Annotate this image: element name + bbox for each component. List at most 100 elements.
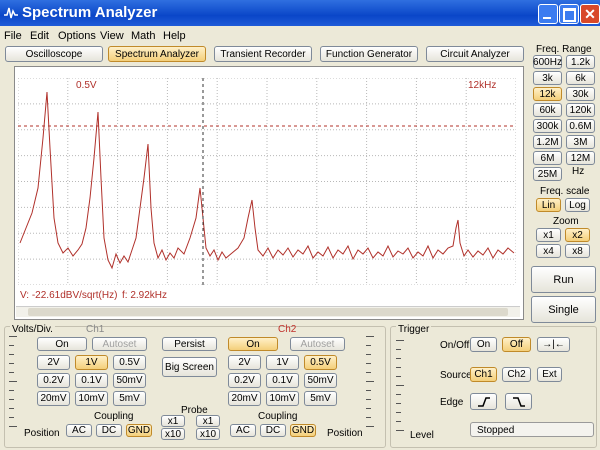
button[interactable]: Ch1 — [470, 367, 497, 382]
button[interactable]: 20mV — [228, 391, 261, 406]
button[interactable]: Log — [565, 198, 590, 212]
menu-item: Options — [58, 30, 96, 42]
button[interactable]: AC — [230, 424, 256, 437]
button[interactable]: On — [470, 337, 497, 352]
button[interactable]: x8 — [565, 244, 590, 258]
window-title: Spectrum Analyzer — [22, 4, 158, 21]
button[interactable]: 3M — [566, 135, 595, 149]
button[interactable]: x10 — [161, 428, 185, 440]
button[interactable]: On — [228, 337, 278, 351]
scale-tick — [9, 417, 14, 418]
scale-tick — [396, 403, 401, 404]
channel-label: Ch1 — [86, 324, 105, 335]
button[interactable]: 50mV — [113, 373, 146, 388]
button[interactable]: 2V — [228, 355, 261, 370]
button[interactable]: 30k — [566, 87, 595, 101]
button[interactable]: 0.1V — [75, 373, 108, 388]
button[interactable]: x4 — [536, 244, 561, 258]
scale-tick — [366, 408, 371, 409]
button[interactable]: 5mV — [304, 391, 337, 406]
title-bar — [0, 0, 600, 26]
frequency-label: 12kHz — [468, 80, 497, 91]
minimize-button[interactable] — [538, 4, 558, 24]
button[interactable]: Spectrum Analyzer — [108, 46, 206, 62]
button[interactable]: 25M — [533, 167, 562, 181]
scrollbar[interactable] — [16, 306, 520, 317]
scale-tick — [366, 426, 374, 427]
button[interactable]: 6M — [533, 151, 562, 165]
button[interactable]: 0.5V — [304, 355, 337, 370]
button[interactable]: Ch2 — [502, 367, 531, 382]
scale-tick — [9, 372, 14, 373]
button[interactable]: On — [37, 337, 87, 351]
button[interactable]: 10mV — [75, 391, 108, 406]
button[interactable]: 0.5V — [113, 355, 146, 370]
spectrum-trace — [19, 91, 515, 270]
scale-tick — [9, 381, 17, 382]
button[interactable]: 0.6M — [566, 119, 595, 133]
button[interactable]: 600Hz — [533, 55, 562, 69]
scale-tick — [396, 367, 401, 368]
scale-tick — [9, 336, 17, 337]
button[interactable]: Function Generator — [320, 46, 418, 62]
button[interactable]: Big Screen — [162, 357, 217, 377]
coupling-title: Coupling — [94, 411, 134, 422]
button[interactable]: 50mV — [304, 373, 337, 388]
button[interactable]: Autoset — [290, 337, 345, 351]
button[interactable]: x1 — [536, 228, 561, 242]
button[interactable]: 6k — [566, 71, 595, 85]
button[interactable]: Persist — [162, 337, 217, 351]
button[interactable]: 1V — [266, 355, 299, 370]
button[interactable]: Run — [531, 266, 596, 293]
button[interactable]: Ext — [537, 367, 562, 382]
button[interactable]: 1.2M — [533, 135, 562, 149]
button[interactable]: 3k — [533, 71, 562, 85]
button[interactable]: 1.2k — [566, 55, 595, 69]
edge-button[interactable] — [470, 393, 497, 410]
button[interactable]: Oscilloscope — [5, 46, 103, 62]
scale-tick — [396, 340, 404, 341]
button[interactable]: Lin — [536, 198, 561, 212]
button[interactable]: 300k — [533, 119, 562, 133]
coupling-title: Coupling — [258, 411, 298, 422]
button[interactable]: 60k — [533, 103, 562, 117]
button[interactable]: 0.1V — [266, 373, 299, 388]
menu-item: Help — [163, 30, 186, 42]
scale-tick — [396, 412, 401, 413]
button[interactable]: 20mV — [37, 391, 70, 406]
button[interactable]: →|← — [537, 337, 570, 352]
button[interactable]: 2V — [37, 355, 70, 370]
button[interactable]: 0.2V — [228, 373, 261, 388]
button[interactable]: x1 — [161, 415, 185, 427]
close-button[interactable]: ✕ — [580, 4, 600, 24]
button[interactable]: GND — [290, 424, 316, 437]
button[interactable]: 5mV — [113, 391, 146, 406]
button[interactable]: x10 — [196, 428, 220, 440]
button[interactable]: DC — [260, 424, 286, 437]
button[interactable]: AC — [66, 424, 92, 437]
button[interactable]: DC — [96, 424, 122, 437]
button[interactable]: 0.2V — [37, 373, 70, 388]
group-title: Volts/Div. — [10, 324, 55, 335]
maximize-button[interactable] — [559, 4, 579, 24]
button[interactable]: 12k — [533, 87, 562, 101]
button[interactable]: GND — [126, 424, 152, 437]
scale-tick — [366, 372, 371, 373]
button[interactable]: Autoset — [92, 337, 147, 351]
plot — [18, 78, 516, 285]
scale-tick — [366, 417, 371, 418]
scale-tick — [396, 385, 404, 386]
button[interactable]: Single — [531, 296, 596, 323]
button[interactable]: x1 — [196, 415, 220, 427]
button[interactable]: x2 — [565, 228, 590, 242]
edge-button[interactable] — [505, 393, 532, 410]
button[interactable]: 1V — [75, 355, 108, 370]
button[interactable]: Circuit Analyzer — [426, 46, 524, 62]
button[interactable]: Off — [502, 337, 531, 352]
button[interactable]: 12M — [566, 151, 595, 165]
button[interactable]: 10mV — [266, 391, 299, 406]
button[interactable]: Transient Recorder — [214, 46, 312, 62]
scale-tick — [396, 430, 404, 431]
button[interactable]: 120k — [566, 103, 595, 117]
